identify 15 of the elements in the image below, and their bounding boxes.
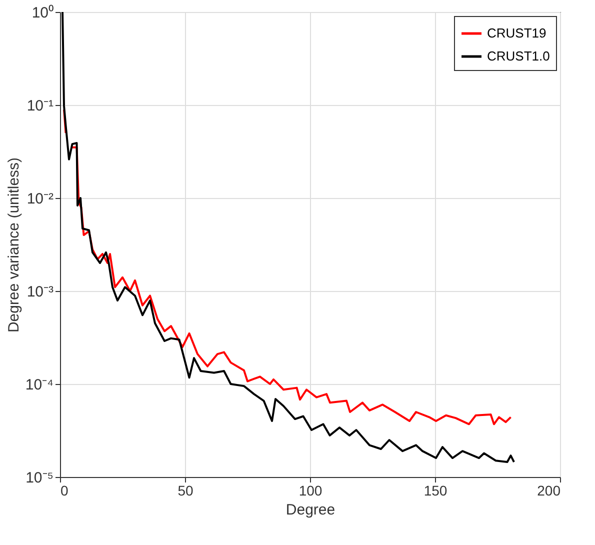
x-tick-label: 150: [424, 482, 448, 498]
x-tick-label: 100: [298, 482, 322, 498]
y-tick-label: 10⁰: [32, 4, 54, 22]
legend-label: CRUST1.0: [487, 48, 550, 64]
y-tick-label: 10⁻²: [26, 190, 54, 208]
legend-label: CRUST19: [487, 26, 546, 40]
y-axis-title: Degree variance (unitless): [5, 157, 22, 333]
x-tick-label: 0: [60, 482, 68, 498]
x-tick-label: 50: [178, 482, 194, 498]
x-tick-label: 200: [537, 482, 561, 498]
y-tick-label: 10⁻³: [26, 284, 54, 300]
y-tick-label: 10⁻⁴: [25, 376, 54, 394]
x-axis-title: Degree: [286, 502, 336, 518]
y-tick-label: 10⁻¹: [26, 98, 54, 114]
y-tick-label: 10⁻⁵: [26, 470, 54, 486]
